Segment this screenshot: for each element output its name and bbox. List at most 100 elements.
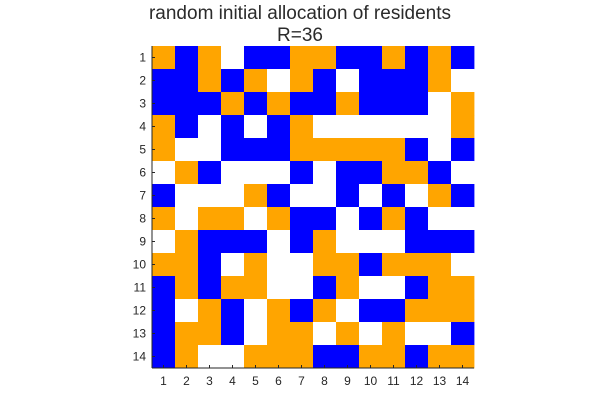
grid-cell xyxy=(267,138,291,162)
y-tick-label: 2 xyxy=(139,74,146,88)
grid-cell xyxy=(152,230,176,254)
y-tick-label: 12 xyxy=(133,304,147,318)
grid-cell xyxy=(405,345,429,369)
grid-cell xyxy=(198,207,222,231)
grid-cell xyxy=(359,92,383,116)
grid-cell xyxy=(175,345,199,369)
grid-cell xyxy=(290,46,314,70)
grid-cell xyxy=(175,69,199,93)
grid-cell xyxy=(244,69,268,93)
grid-cell xyxy=(428,69,452,93)
grid-cell xyxy=(198,253,222,277)
grid-cell xyxy=(290,276,314,300)
grid-cell xyxy=(336,184,360,208)
grid-cell xyxy=(244,207,268,231)
grid-cell xyxy=(175,230,199,254)
grid-cell xyxy=(221,161,245,185)
y-tick-label: 6 xyxy=(139,166,146,180)
grid-cell xyxy=(405,322,429,346)
grid-cell xyxy=(428,299,452,323)
grid-cell xyxy=(267,92,291,116)
grid-cell xyxy=(267,230,291,254)
grid-cell xyxy=(152,69,176,93)
chart-title: random initial allocation of residents xyxy=(148,3,452,24)
grid-cell xyxy=(221,69,245,93)
grid-cell xyxy=(244,253,268,277)
grid-cell xyxy=(175,207,199,231)
grid-cell xyxy=(359,69,383,93)
grid-cell xyxy=(428,276,452,300)
y-tick-label: 3 xyxy=(139,97,146,111)
grid-cell xyxy=(428,322,452,346)
y-tick-label: 8 xyxy=(139,212,146,226)
grid-cell xyxy=(290,69,314,93)
grid-cell xyxy=(221,46,245,70)
grid-cell xyxy=(244,230,268,254)
grid-cell xyxy=(313,230,337,254)
grid-cell xyxy=(175,299,199,323)
x-tick-label: 4 xyxy=(229,374,236,388)
grid-cell xyxy=(244,299,268,323)
x-tick-label: 2 xyxy=(183,374,190,388)
grid-cell xyxy=(267,253,291,277)
grid-cell xyxy=(451,299,475,323)
x-tick-label: 8 xyxy=(321,374,328,388)
x-tick-label: 12 xyxy=(410,374,424,388)
grid-cell xyxy=(152,253,176,277)
grid-cell xyxy=(428,184,452,208)
grid-cell xyxy=(221,345,245,369)
grid-cell xyxy=(221,92,245,116)
grid-cell xyxy=(221,276,245,300)
grid-cell xyxy=(290,207,314,231)
x-tick-label: 7 xyxy=(298,374,305,388)
grid-cell xyxy=(221,115,245,139)
grid-cell xyxy=(313,207,337,231)
grid-cell xyxy=(451,322,475,346)
grid-cell xyxy=(221,207,245,231)
grid-cell xyxy=(175,92,199,116)
x-tick-label: 11 xyxy=(387,374,400,388)
grid-cell xyxy=(451,69,475,93)
grid-cell xyxy=(175,46,199,70)
grid-cell xyxy=(336,207,360,231)
grid-cell xyxy=(221,299,245,323)
grid-cell xyxy=(359,115,383,139)
grid-cell xyxy=(175,322,199,346)
grid-cell xyxy=(382,276,406,300)
grid-cell xyxy=(221,184,245,208)
grid-cell xyxy=(359,138,383,162)
grid-cell xyxy=(313,138,337,162)
grid-cell xyxy=(382,322,406,346)
y-tick-label: 13 xyxy=(133,327,147,341)
grid-cell xyxy=(244,138,268,162)
y-tick-label: 4 xyxy=(139,120,146,134)
grid-cell xyxy=(198,299,222,323)
grid-cell xyxy=(451,138,475,162)
grid-cell xyxy=(405,230,429,254)
grid-cell xyxy=(244,184,268,208)
grid-cell xyxy=(267,46,291,70)
y-tick-label: 11 xyxy=(134,281,147,295)
grid-cell xyxy=(152,207,176,231)
grid-cell xyxy=(152,322,176,346)
grid-cell xyxy=(428,253,452,277)
grid-cell xyxy=(451,276,475,300)
grid-cell xyxy=(290,184,314,208)
grid-cell xyxy=(405,184,429,208)
grid-cell xyxy=(290,92,314,116)
x-tick-label: 14 xyxy=(456,374,470,388)
y-tick-label: 5 xyxy=(139,143,146,157)
grid-cell xyxy=(405,161,429,185)
grid-cell xyxy=(359,184,383,208)
y-tick-label: 9 xyxy=(139,235,146,249)
grid-cell xyxy=(267,345,291,369)
grid-cell xyxy=(313,92,337,116)
grid-cell xyxy=(152,46,176,70)
grid-cell xyxy=(451,207,475,231)
grid-cell xyxy=(382,161,406,185)
grid-cell xyxy=(198,345,222,369)
grid-cell xyxy=(290,161,314,185)
grid-cell xyxy=(313,184,337,208)
grid-cell xyxy=(405,276,429,300)
x-tick-label: 5 xyxy=(252,374,259,388)
